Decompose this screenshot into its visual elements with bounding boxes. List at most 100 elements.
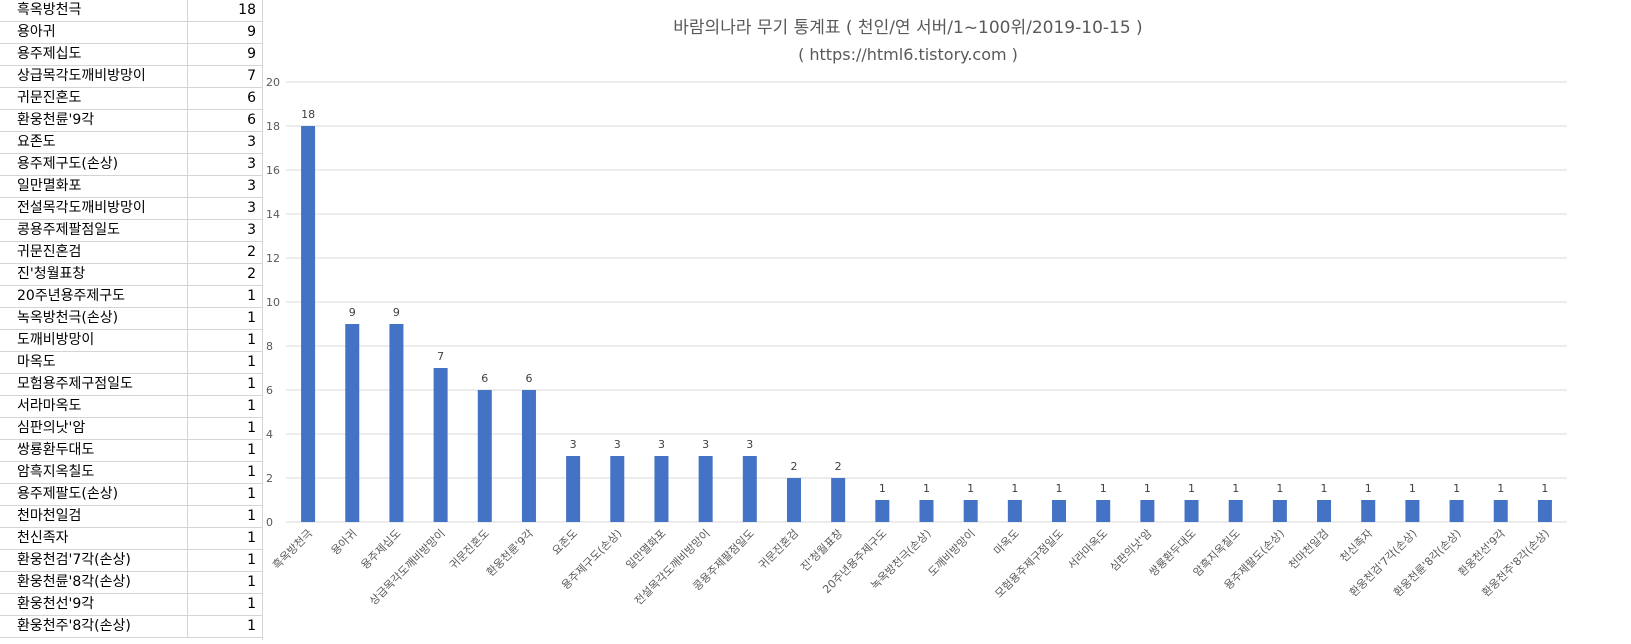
bar[interactable] [1184, 500, 1199, 522]
weapon-name-cell[interactable]: 진'청월표창 [0, 264, 188, 285]
table-row[interactable]: 요존도 3 [0, 132, 262, 154]
table-row[interactable]: 환웅천주'8각(손상) 1 [0, 616, 262, 638]
bar[interactable] [1228, 500, 1243, 522]
table-row[interactable]: 서라마옥도 1 [0, 396, 262, 418]
table-row[interactable]: 콩용주제팔점일도 3 [0, 220, 262, 242]
table-row[interactable]: 용주제구도(손상) 3 [0, 154, 262, 176]
count-cell[interactable]: 3 [247, 178, 256, 194]
bar[interactable] [698, 456, 713, 522]
count-cell[interactable]: 1 [247, 354, 256, 370]
bar[interactable] [433, 368, 448, 522]
weapon-name-cell[interactable]: 요존도 [0, 132, 188, 153]
table-row[interactable]: 용주제십도 9 [0, 44, 262, 66]
bar[interactable] [654, 456, 669, 522]
table-row[interactable]: 녹옥방천극(손상) 1 [0, 308, 262, 330]
count-cell[interactable]: 6 [247, 112, 256, 128]
table-row[interactable]: 20주년용주제구도 1 [0, 286, 262, 308]
weapon-name-cell[interactable]: 도깨비방망이 [0, 330, 188, 351]
table-row[interactable]: 귀문진혼검 2 [0, 242, 262, 264]
count-cell[interactable]: 3 [247, 200, 256, 216]
table-row[interactable]: 마옥도 1 [0, 352, 262, 374]
table-row[interactable]: 상급목각도깨비방망이 7 [0, 66, 262, 88]
bar[interactable] [1449, 500, 1464, 522]
weapon-name-cell[interactable]: 암흑지옥칠도 [0, 462, 188, 483]
bar[interactable] [1140, 500, 1155, 522]
table-row[interactable]: 환웅천륜'8각(손상) 1 [0, 572, 262, 594]
bar[interactable] [1007, 500, 1022, 522]
count-cell[interactable]: 9 [247, 24, 256, 40]
table-row[interactable]: 일만멸화포 3 [0, 176, 262, 198]
table-row[interactable]: 환웅천검'7각(손상) 1 [0, 550, 262, 572]
count-cell[interactable]: 2 [247, 266, 256, 282]
table-row[interactable]: 도깨비방망이 1 [0, 330, 262, 352]
weapon-name-cell[interactable]: 녹옥방천극(손상) [0, 308, 188, 329]
weapon-name-cell[interactable]: 심판의낫'암 [0, 418, 188, 439]
count-cell[interactable]: 3 [247, 222, 256, 238]
bar[interactable] [786, 478, 801, 522]
bar[interactable] [1405, 500, 1420, 522]
weapon-name-cell[interactable]: 마옥도 [0, 352, 188, 373]
table-row[interactable]: 환웅천선'9각 1 [0, 594, 262, 616]
bar[interactable] [345, 324, 360, 522]
bar[interactable] [389, 324, 404, 522]
table-row[interactable]: 흑옥방천극 18 [0, 0, 262, 22]
table-row[interactable]: 암흑지옥칠도 1 [0, 462, 262, 484]
table-row[interactable]: 천마천일검 1 [0, 506, 262, 528]
count-cell[interactable]: 1 [247, 486, 256, 502]
count-cell[interactable]: 1 [247, 376, 256, 392]
count-cell[interactable]: 1 [247, 442, 256, 458]
weapon-name-cell[interactable]: 콩용주제팔점일도 [0, 220, 188, 241]
weapon-name-cell[interactable]: 용주제팔도(손상) [0, 484, 188, 505]
bar[interactable] [1096, 500, 1111, 522]
weapon-name-cell[interactable]: 용주제십도 [0, 44, 188, 65]
count-cell[interactable]: 1 [247, 332, 256, 348]
count-cell[interactable]: 18 [238, 2, 256, 18]
bar[interactable] [831, 478, 846, 522]
count-cell[interactable]: 1 [247, 508, 256, 524]
weapon-name-cell[interactable]: 모험용주제구점일도 [0, 374, 188, 395]
bar[interactable] [875, 500, 890, 522]
count-cell[interactable]: 6 [247, 90, 256, 106]
weapon-name-cell[interactable]: 쌍룡환두대도 [0, 440, 188, 461]
weapon-name-cell[interactable]: 20주년용주제구도 [0, 286, 188, 307]
bar[interactable] [1317, 500, 1332, 522]
weapon-name-cell[interactable]: 귀문진혼도 [0, 88, 188, 109]
count-cell[interactable]: 1 [247, 552, 256, 568]
bar[interactable] [566, 456, 581, 522]
bar[interactable] [610, 456, 625, 522]
weapon-name-cell[interactable]: 환웅천륜'9각 [0, 110, 188, 131]
table-row[interactable]: 환웅천륜'9각 6 [0, 110, 262, 132]
bar[interactable] [301, 126, 316, 522]
table-row[interactable]: 귀문진혼도 6 [0, 88, 262, 110]
count-cell[interactable]: 1 [247, 464, 256, 480]
table-row[interactable]: 모험용주제구점일도 1 [0, 374, 262, 396]
bar[interactable] [477, 390, 492, 522]
weapon-name-cell[interactable]: 천마천일검 [0, 506, 188, 527]
table-row[interactable]: 용주제팔도(손상) 1 [0, 484, 262, 506]
count-cell[interactable]: 3 [247, 134, 256, 150]
count-cell[interactable]: 1 [247, 618, 256, 634]
count-cell[interactable]: 9 [247, 46, 256, 62]
count-cell[interactable]: 1 [247, 310, 256, 326]
count-cell[interactable]: 1 [247, 420, 256, 436]
weapon-name-cell[interactable]: 환웅천검'7각(손상) [0, 550, 188, 571]
count-cell[interactable]: 1 [247, 530, 256, 546]
count-cell[interactable]: 2 [247, 244, 256, 260]
count-cell[interactable]: 1 [247, 288, 256, 304]
bar[interactable] [1052, 500, 1067, 522]
table-row[interactable]: 진'청월표창 2 [0, 264, 262, 286]
weapon-name-cell[interactable]: 환웅천주'8각(손상) [0, 616, 188, 637]
bar[interactable] [919, 500, 934, 522]
table-row[interactable]: 쌍룡환두대도 1 [0, 440, 262, 462]
count-cell[interactable]: 1 [247, 574, 256, 590]
count-cell[interactable]: 3 [247, 156, 256, 172]
count-cell[interactable]: 7 [247, 68, 256, 84]
bar[interactable] [521, 390, 536, 522]
bar[interactable] [1272, 500, 1287, 522]
weapon-name-cell[interactable]: 상급목각도깨비방망이 [0, 66, 188, 87]
weapon-name-cell[interactable]: 서라마옥도 [0, 396, 188, 417]
bar[interactable] [1537, 500, 1552, 522]
weapon-name-cell[interactable]: 귀문진혼검 [0, 242, 188, 263]
bar[interactable] [742, 456, 757, 522]
bar[interactable] [963, 500, 978, 522]
